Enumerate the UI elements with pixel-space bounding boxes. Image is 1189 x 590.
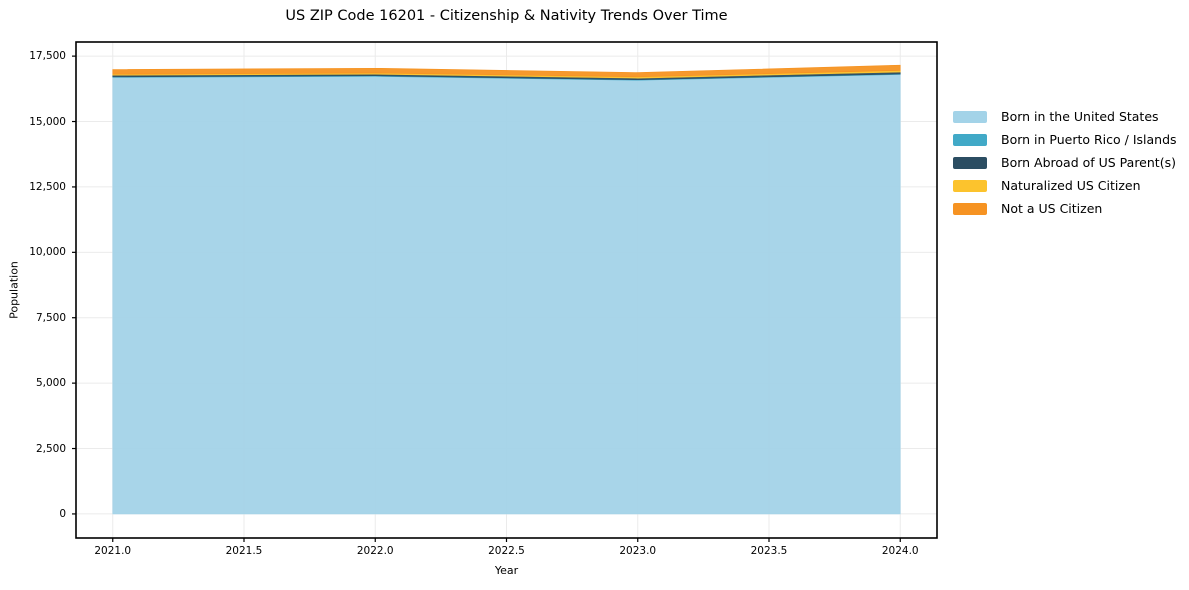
legend-swatch-icon bbox=[953, 110, 987, 123]
y-tick-label: 2,500 bbox=[35, 442, 66, 455]
legend-label: Born in Puerto Rico / Islands bbox=[1001, 132, 1177, 147]
x-tick-label: 2022.5 bbox=[488, 545, 525, 557]
y-tick-label: 10,000 bbox=[29, 246, 66, 259]
chart-title: US ZIP Code 16201 - Citizenship & Nativi… bbox=[285, 8, 728, 24]
legend-swatch-icon bbox=[953, 202, 987, 215]
legend-swatch-icon bbox=[953, 156, 987, 169]
x-tick-label: 2023.5 bbox=[750, 545, 788, 557]
area-layer-born-in-the-united-states bbox=[112, 74, 901, 515]
legend-item-born-abroad-of-us-parent-s: Born Abroad of US Parent(s) bbox=[953, 151, 1177, 174]
legend-label: Naturalized US Citizen bbox=[1001, 178, 1141, 193]
plot-frame bbox=[75, 41, 938, 539]
y-tick-label: 15,000 bbox=[29, 115, 66, 128]
legend-swatch-icon bbox=[953, 179, 987, 192]
y-tick-label: 17,500 bbox=[29, 50, 66, 63]
y-tick-label: 12,500 bbox=[29, 180, 66, 193]
y-tick-label: 0 bbox=[59, 507, 66, 520]
y-tick-label: 5,000 bbox=[35, 377, 66, 390]
legend-label: Not a US Citizen bbox=[1001, 201, 1103, 216]
y-tick-label: 7,500 bbox=[35, 311, 66, 324]
legend-item-naturalized-us-citizen: Naturalized US Citizen bbox=[953, 174, 1177, 197]
area-layer-not-a-us-citizen bbox=[112, 64, 901, 78]
legend-item-not-a-us-citizen: Not a US Citizen bbox=[953, 197, 1177, 220]
x-tick-label: 2021.5 bbox=[225, 545, 263, 557]
legend-label: Born in the United States bbox=[1001, 109, 1159, 124]
x-tick-label: 2022.0 bbox=[356, 545, 394, 557]
legend-item-born-in-the-united-states: Born in the United States bbox=[953, 105, 1177, 128]
legend: Born in the United States Born in Puerto … bbox=[953, 105, 1177, 220]
x-tick-label: 2021.0 bbox=[94, 545, 132, 557]
x-tick-label: 2024.0 bbox=[881, 545, 919, 557]
legend-item-born-in-puerto-rico-islands: Born in Puerto Rico / Islands bbox=[953, 128, 1177, 151]
legend-swatch-icon bbox=[953, 133, 987, 146]
legend-label: Born Abroad of US Parent(s) bbox=[1001, 155, 1176, 170]
x-axis-label: Year bbox=[494, 564, 519, 577]
x-tick-label: 2023.0 bbox=[619, 545, 657, 557]
